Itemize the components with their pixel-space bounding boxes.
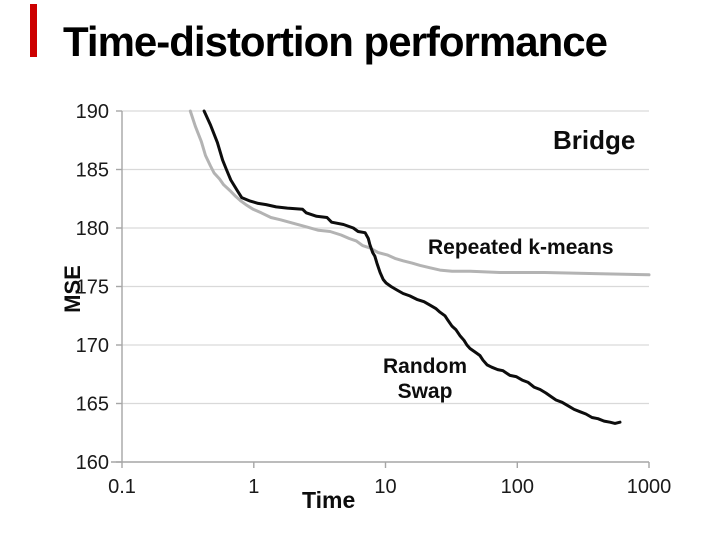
y-tick-label: 165	[76, 394, 109, 416]
x-tick-label: 1000	[627, 476, 672, 498]
x-tick-label: 100	[501, 476, 534, 498]
x-axis-title: Time	[302, 487, 356, 513]
series-line-repeated-k-means	[188, 109, 651, 277]
y-axis-title: MSE	[60, 265, 85, 313]
x-tick-label: 10	[374, 476, 396, 498]
y-tick-label: 190	[76, 101, 109, 123]
series-label-random-swap: Random Swap	[381, 354, 469, 404]
y-tick-label: 160	[76, 452, 109, 474]
series-label-random-swap-line2: Swap	[397, 380, 453, 403]
x-tick-label: 0.1	[108, 476, 136, 498]
y-tick-label: 175	[76, 277, 109, 299]
dataset-label-bridge: Bridge	[553, 125, 636, 155]
y-tick-label: 185	[76, 160, 109, 182]
series-label-random-swap-line1: Random	[383, 355, 467, 378]
red-accent-bar	[30, 4, 37, 57]
series-label-repeated-kmeans: Repeated k-means	[428, 236, 614, 259]
slide-title: Time-distortion performance	[63, 18, 608, 65]
x-tick-label: 1	[248, 476, 259, 498]
series-line-random-swap	[202, 109, 622, 425]
y-tick-label: 170	[76, 335, 109, 357]
y-tick-label: 180	[76, 218, 109, 240]
